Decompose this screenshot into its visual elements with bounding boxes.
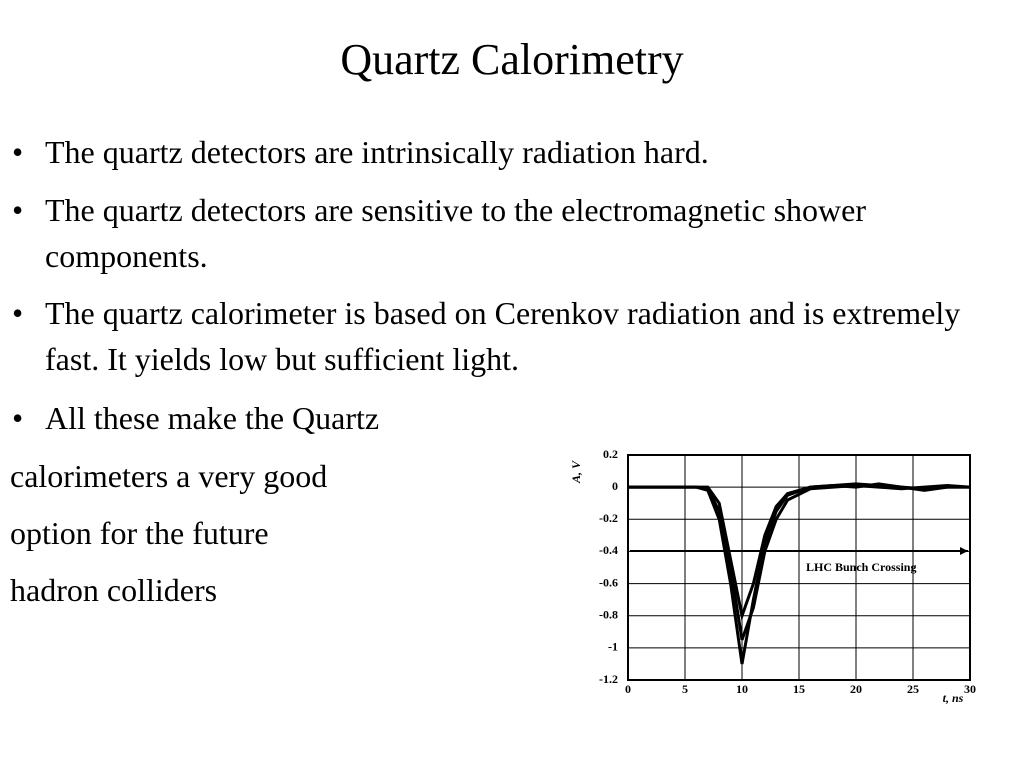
y-tick-label: 0 <box>612 479 618 493</box>
x-tick-label: 25 <box>907 682 919 696</box>
y-tick-label: -0.4 <box>599 543 618 557</box>
bullet: All these make the Quartz <box>45 400 380 436</box>
x-tick-label: 10 <box>736 682 748 696</box>
x-tick-label: 20 <box>850 682 862 696</box>
y-tick-label: -1 <box>608 640 618 654</box>
x-tick-label: 30 <box>964 682 976 696</box>
bullet-mark: • <box>12 400 24 436</box>
y-tick-label: -0.2 <box>599 511 618 525</box>
slide-title: Quartz Calorimetry <box>340 35 684 84</box>
annotation: LHC Bunch Crossing <box>806 560 916 574</box>
bullet: The quartz detectors are sensitive to th… <box>45 192 866 274</box>
trace <box>628 482 970 622</box>
bullet-mark: • <box>12 295 24 331</box>
bullet-mark: • <box>12 134 24 170</box>
y-tick-label: -0.8 <box>599 607 618 621</box>
text-line: option for the future <box>10 515 269 551</box>
x-tick-label: 15 <box>793 682 805 696</box>
text-line: calorimeters a very good <box>10 458 328 494</box>
x-tick-label: 5 <box>682 682 688 696</box>
x-axis-label: t, ns <box>943 691 964 705</box>
y-tick-label: 0.2 <box>603 447 618 461</box>
text-line: hadron colliders <box>10 572 218 608</box>
y-axis-label: A, V <box>569 460 583 484</box>
bullet-mark: • <box>12 192 24 228</box>
x-tick-label: 0 <box>625 682 631 696</box>
bullet: The quartz detectors are intrinsically r… <box>45 134 709 170</box>
y-tick-label: -1.2 <box>599 672 618 686</box>
y-tick-label: -0.6 <box>599 575 618 589</box>
bullet: The quartz calorimeter is based on Ceren… <box>45 295 961 377</box>
